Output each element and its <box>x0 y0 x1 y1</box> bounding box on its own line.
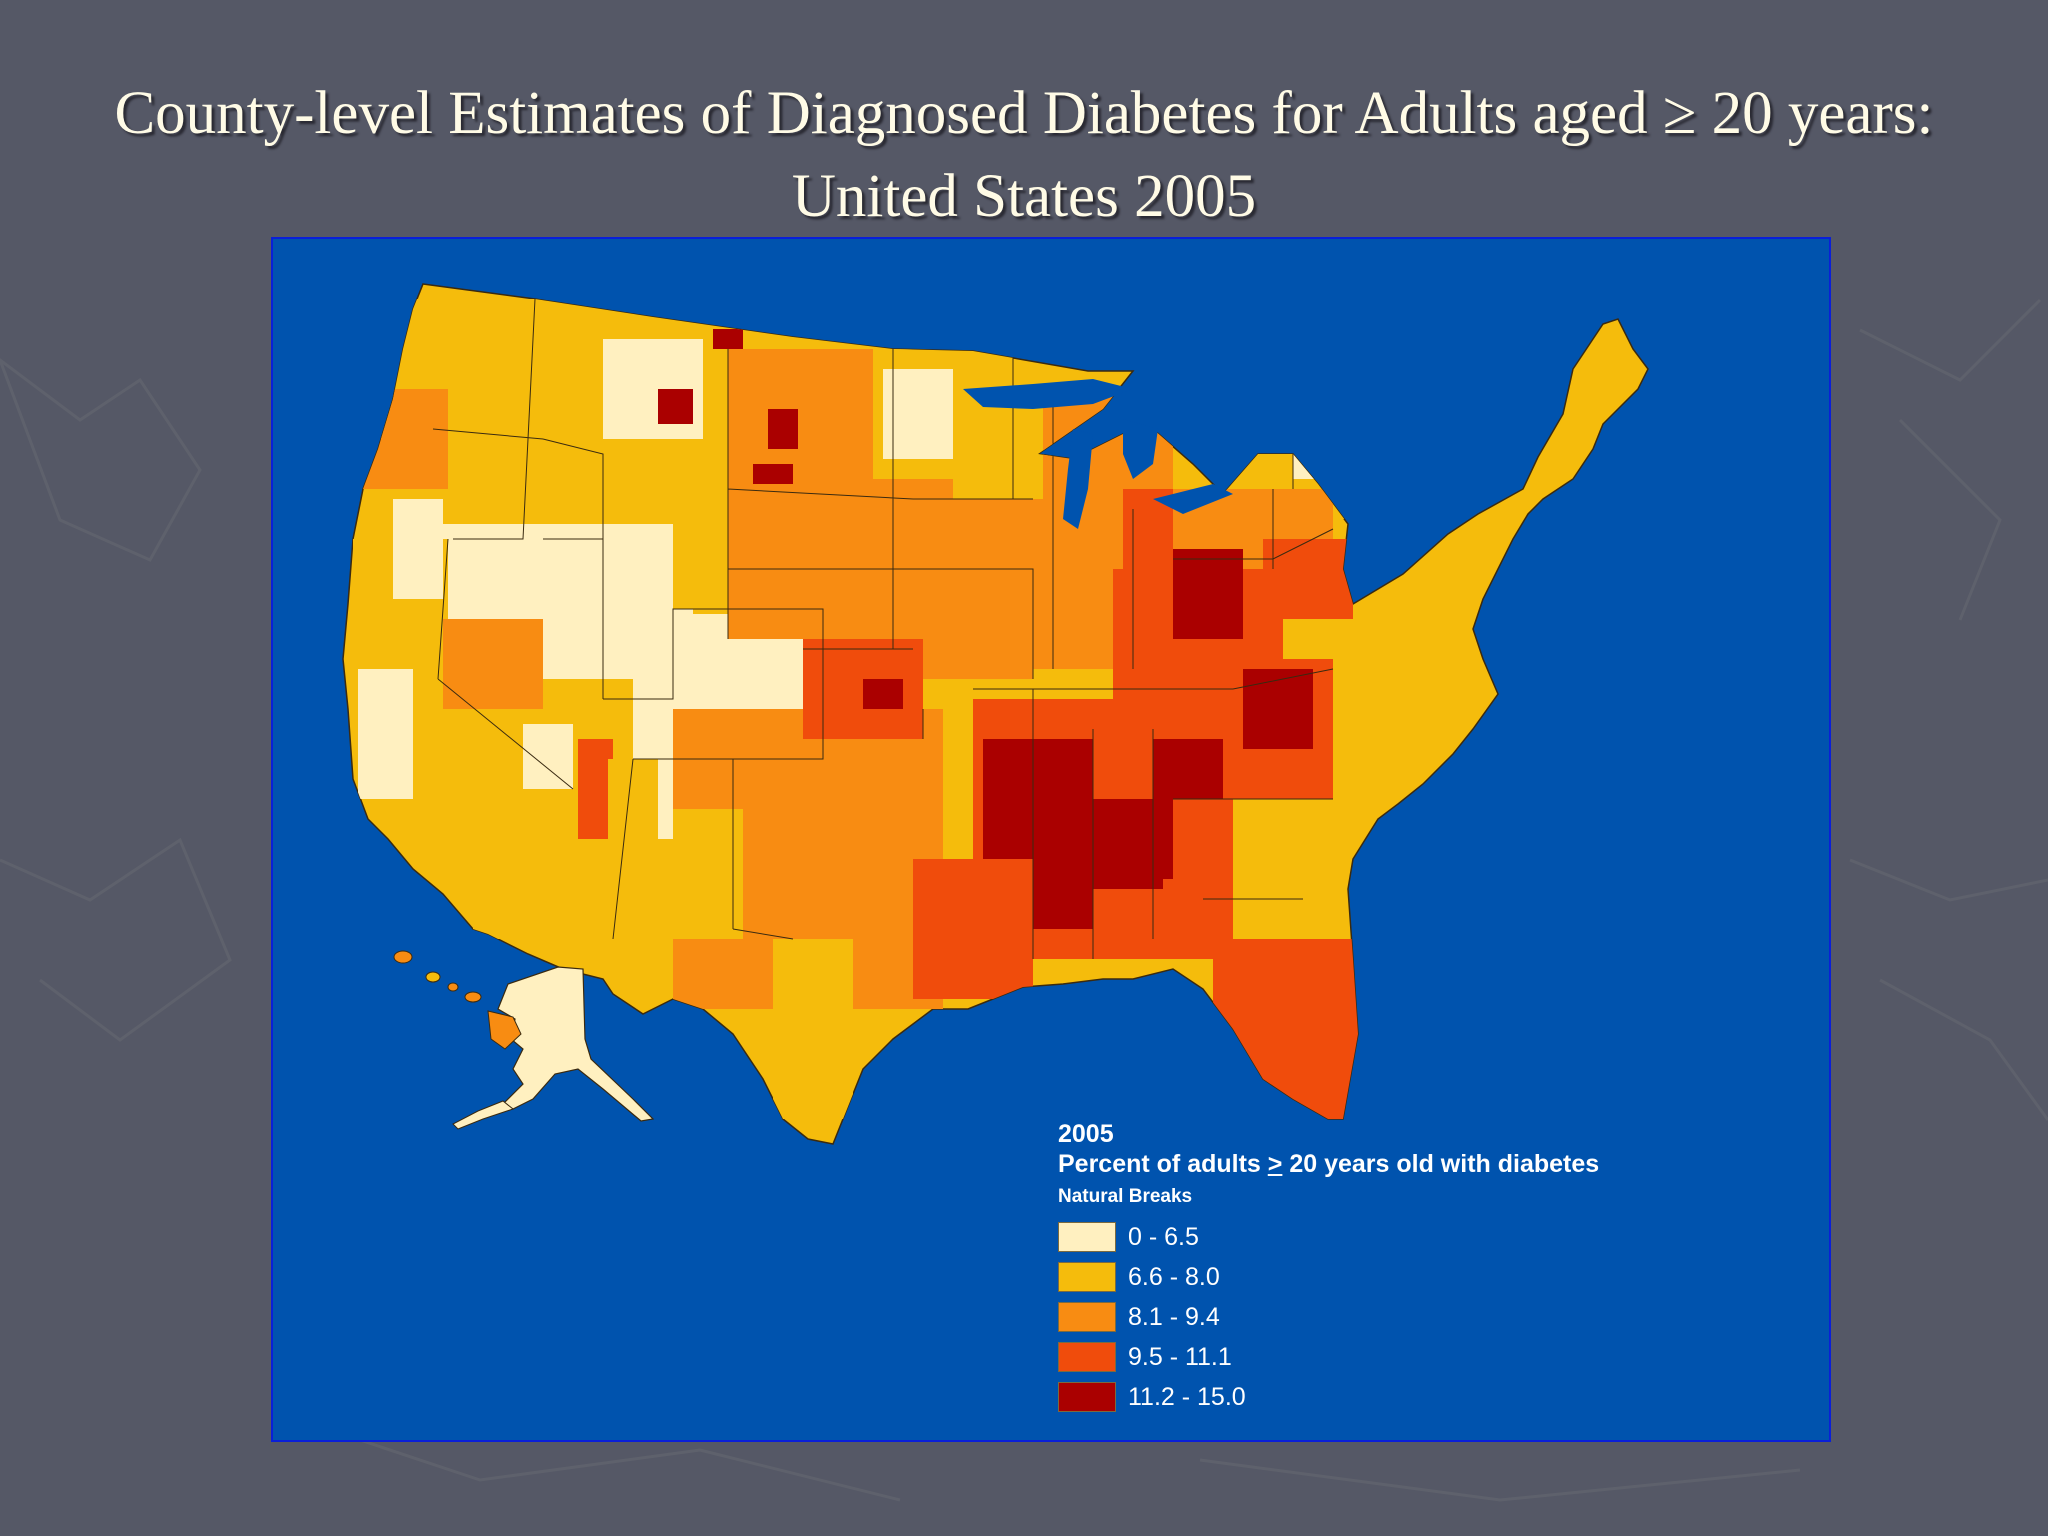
region-nebraska-dark <box>753 464 793 484</box>
legend-items: 0 - 6.5 6.6 - 8.0 8.1 - 9.4 9.5 - 11.1 11.2 … <box>1058 1217 1758 1417</box>
slide-title-line-2: United States 2005 <box>791 163 1257 230</box>
region-west-virginia <box>1173 549 1243 639</box>
region-oklahoma-dark <box>863 679 903 709</box>
region-arizona-reservation <box>578 739 613 839</box>
lake-erie <box>1153 484 1233 514</box>
region-montana-reservation <box>658 389 693 424</box>
region-alabama-black-belt <box>1073 799 1163 889</box>
map-panel: 2005 Percent of adults > 20 years old wi… <box>271 237 1831 1442</box>
region-wisconsin <box>953 389 1053 499</box>
legend-swatch <box>1058 1262 1116 1292</box>
legend-item: 8.1 - 9.4 <box>1058 1297 1758 1337</box>
region-texas-south <box>773 939 853 1119</box>
legend-label: 8.1 - 9.4 <box>1128 1302 1220 1331</box>
us-county-diabetes-map <box>342 283 1649 1145</box>
region-oregon-coast <box>348 389 448 489</box>
legend-label: 0 - 6.5 <box>1128 1222 1199 1251</box>
region-nevada-orange <box>443 619 543 709</box>
slide-title: County-level Estimates of Diagnosed Diab… <box>0 72 2048 238</box>
region-iowa-missouri <box>873 479 1033 679</box>
legend-item: 0 - 6.5 <box>1058 1217 1758 1257</box>
legend-label: 9.5 - 11.1 <box>1128 1342 1232 1371</box>
state-boundaries <box>432 298 1364 959</box>
legend-title: Percent of adults > 20 years old with di… <box>1058 1150 1600 1178</box>
region-dakotas <box>728 349 893 499</box>
legend-swatch <box>1058 1222 1116 1252</box>
alaska-region <box>497 966 655 1122</box>
region-georgia <box>1173 799 1233 899</box>
legend-method: Natural Breaks <box>1058 1186 1193 1207</box>
hawaii-region <box>393 950 522 1050</box>
region-north-carolina-east <box>1243 669 1313 749</box>
region-california-coast <box>358 669 413 799</box>
region-minnesota-light <box>883 369 953 459</box>
region-mid-atlantic <box>1263 539 1353 619</box>
legend-label: 11.2 - 15.0 <box>1128 1382 1246 1411</box>
region-maine <box>1323 284 1413 379</box>
legend-item: 11.2 - 15.0 <box>1058 1377 1758 1417</box>
lake-michigan <box>1063 429 1093 529</box>
region-northern-california <box>393 499 443 599</box>
alaska-peninsula <box>452 1100 515 1130</box>
legend-year: 2005 <box>1058 1120 1114 1148</box>
region-texas-west <box>673 809 743 939</box>
region-arizona <box>473 759 603 939</box>
legend-swatch <box>1058 1342 1116 1372</box>
lake-superior <box>963 379 1133 409</box>
region-north-dakota-reservation <box>713 329 743 349</box>
legend-label: 6.6 - 8.0 <box>1128 1262 1220 1291</box>
map-legend: 2005 Percent of adults > 20 years old wi… <box>1058 1119 1758 1417</box>
region-louisiana <box>913 859 1033 999</box>
legend-item: 9.5 - 11.1 <box>1058 1337 1758 1377</box>
legend-item: 6.6 - 8.0 <box>1058 1257 1758 1297</box>
region-nebraska-kansas <box>728 489 913 639</box>
lake-huron <box>1123 419 1158 479</box>
region-arizona-light <box>523 724 573 789</box>
region-new-england <box>1293 359 1413 479</box>
greater-equal-symbol: > <box>1267 1150 1283 1178</box>
legend-swatch <box>1058 1382 1116 1412</box>
slide-title-line-1: County-level Estimates of Diagnosed Diab… <box>114 80 1934 147</box>
region-south-dakota-reservation <box>768 409 798 449</box>
legend-swatch <box>1058 1302 1116 1332</box>
